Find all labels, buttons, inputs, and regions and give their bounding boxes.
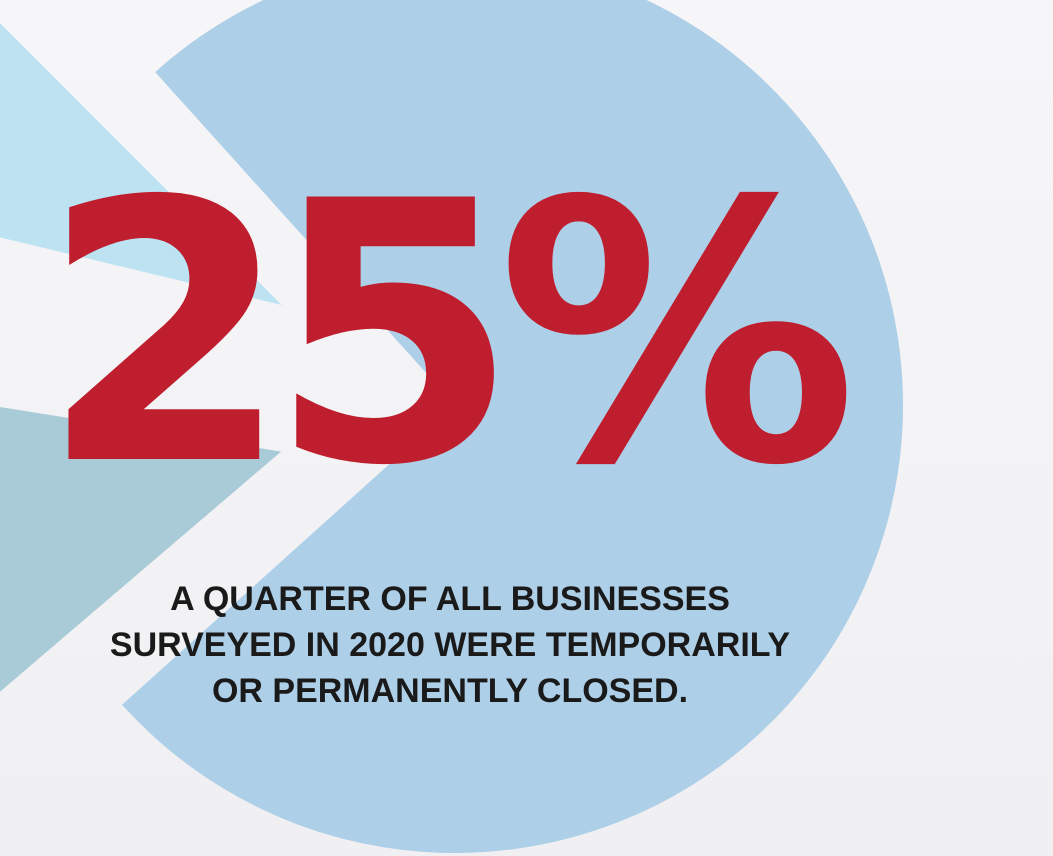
pie-slice-3: [0, 23, 282, 305]
pie-slice-2: [0, 407, 282, 692]
caption-line-1: A QUARTER OF ALL BUSINESSES: [170, 580, 730, 618]
caption: A QUARTER OF ALL BUSINESSES SURVEYED IN …: [0, 576, 900, 714]
caption-line-3: OR PERMANENTLY CLOSED.: [211, 672, 689, 710]
caption-line-2: SURVEYED IN 2020 WERE TEMPORARILY: [109, 626, 791, 664]
pie-slice-1: [122, 0, 903, 853]
headline-percentage: 25%: [40, 125, 858, 544]
